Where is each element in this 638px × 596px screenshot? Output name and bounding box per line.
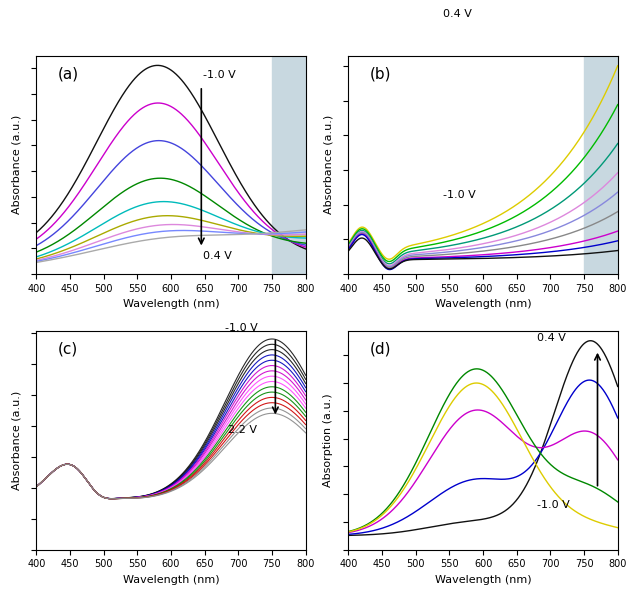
Text: -1.0 V: -1.0 V bbox=[537, 500, 570, 510]
Text: 0.4 V: 0.4 V bbox=[204, 251, 232, 260]
Text: 0.4 V: 0.4 V bbox=[443, 10, 471, 19]
Y-axis label: Absorption (a.u.): Absorption (a.u.) bbox=[323, 393, 333, 487]
Bar bbox=[272, 55, 306, 274]
Text: -1.0 V: -1.0 V bbox=[443, 190, 475, 200]
Text: (d): (d) bbox=[370, 342, 392, 357]
Y-axis label: Absorbance (a.u.): Absorbance (a.u.) bbox=[11, 391, 21, 490]
Text: 0.4 V: 0.4 V bbox=[537, 333, 566, 343]
Bar bbox=[584, 55, 618, 274]
Text: -1.0 V: -1.0 V bbox=[204, 70, 236, 80]
Text: (c): (c) bbox=[58, 342, 78, 357]
Text: -1.0 V: -1.0 V bbox=[225, 323, 258, 333]
X-axis label: Wavelength (nm): Wavelength (nm) bbox=[434, 299, 531, 309]
X-axis label: Wavelength (nm): Wavelength (nm) bbox=[122, 575, 219, 585]
X-axis label: Wavelength (nm): Wavelength (nm) bbox=[434, 575, 531, 585]
Y-axis label: Absorbance (a.u.): Absorbance (a.u.) bbox=[323, 115, 333, 215]
X-axis label: Wavelength (nm): Wavelength (nm) bbox=[122, 299, 219, 309]
Y-axis label: Absorbance (a.u.): Absorbance (a.u.) bbox=[11, 115, 21, 215]
Text: (b): (b) bbox=[370, 67, 392, 82]
Text: 2.2 V: 2.2 V bbox=[228, 425, 257, 435]
Text: (a): (a) bbox=[58, 67, 79, 82]
